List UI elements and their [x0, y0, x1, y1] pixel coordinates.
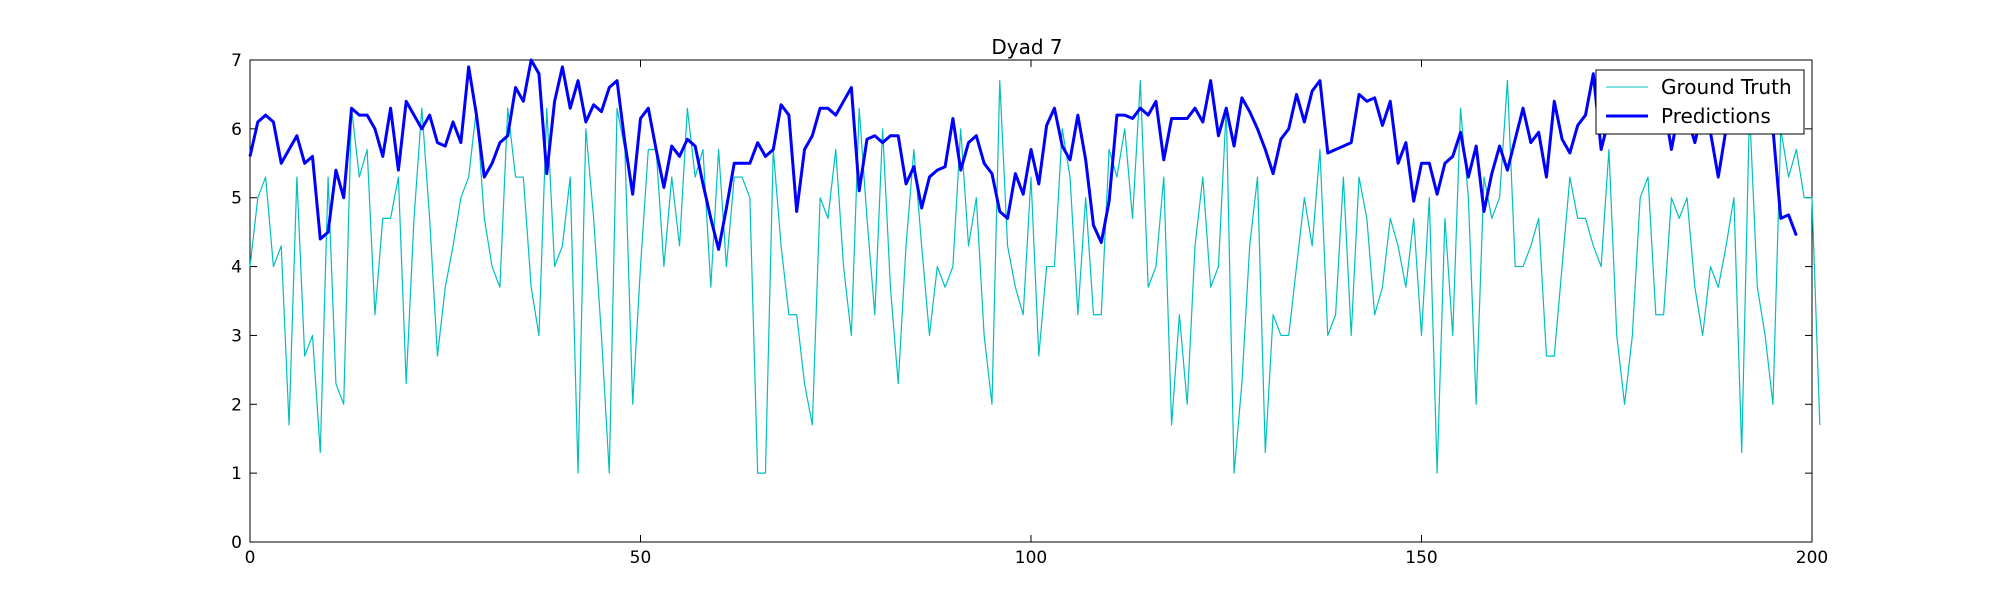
- x-tick-label: 100: [1015, 548, 1047, 568]
- series-line-predictions: [248, 58, 1798, 251]
- y-tick-label: 4: [231, 258, 242, 278]
- y-tick-label: 0: [231, 533, 242, 553]
- y-tick-label: 5: [231, 189, 242, 209]
- x-tick-label: 50: [630, 548, 652, 568]
- y-tick-label: 7: [231, 51, 242, 71]
- chart-title: Dyad 7: [991, 35, 1062, 59]
- series-line-ground-truth: [249, 80, 1821, 474]
- x-tick-label: 200: [1796, 548, 1828, 568]
- y-tick-label: 6: [231, 120, 242, 140]
- y-tick-label: 3: [231, 326, 242, 346]
- plot-area: [249, 59, 1813, 543]
- x-tick-label: 150: [1405, 548, 1437, 568]
- y-tick-label: 1: [231, 464, 242, 484]
- x-tick-label: 0: [245, 548, 256, 568]
- legend: Ground Truth Predictions: [1595, 69, 1805, 135]
- legend-box: [1595, 69, 1805, 135]
- axis-ticks: 0 50 100 150 200 0 1 2 3 4 5 6 7: [231, 51, 1828, 568]
- series-lines: [248, 58, 1821, 474]
- y-tick-label: 2: [231, 395, 242, 415]
- legend-label-ground-truth: Ground Truth: [1661, 75, 1792, 99]
- legend-label-predictions: Predictions: [1661, 104, 1771, 128]
